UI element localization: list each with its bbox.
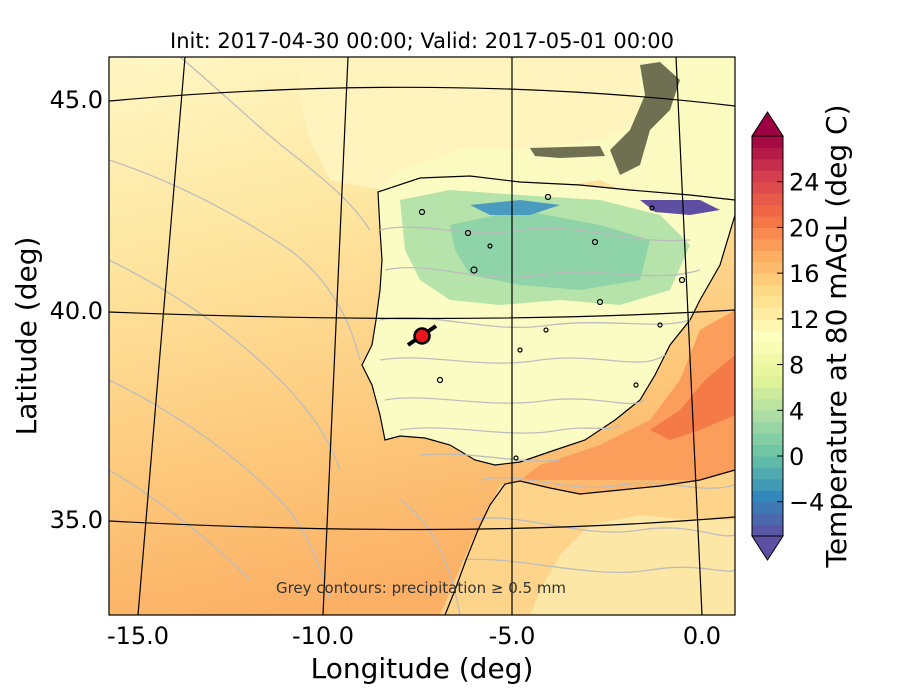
colorbar-label: Temperature at 80 mAGL (deg C) [820,104,853,568]
map-area [109,57,735,615]
colorbar-band [752,456,783,468]
colorbar-band [752,284,783,297]
colorbar-band [752,364,783,377]
pyrenees-cold [640,200,720,215]
colorbar-tick-label: 16 [789,260,820,288]
coast-dots [418,193,686,461]
x-axis-label: Longitude (deg) [311,652,534,685]
colorbar-band [752,181,783,194]
colorbar-tick-label: 12 [789,306,820,334]
colorbar-band [752,147,783,160]
colorbar-tick-label: 4 [789,397,804,425]
colorbar-band [752,273,783,286]
africa-coastline [444,469,735,615]
colorbar-tick-label: 24 [789,169,820,197]
colorbar-band [752,204,783,217]
colorbar-band [752,410,783,423]
colorbar-min-extend [751,535,784,561]
massif-central-terrain [530,146,605,158]
graticule [109,57,735,615]
ytick-label: 45.0 [50,86,103,114]
colorbar-band [752,398,783,411]
cantabrian-cold [470,200,560,215]
map-frame [108,56,736,616]
mediterranean-hot-field [650,355,735,440]
xtick-label: -15.0 [107,622,169,650]
africa-interior [530,515,735,615]
colorbar-band [752,136,783,148]
colorbar: 24 20 16 12 8 4 0 −4 Temperature at 80 mAGL (de… [751,104,853,569]
colorbar-band [752,261,783,274]
colorbar-band [752,444,783,457]
colorbar-band [752,524,783,537]
colorbar-band [752,467,783,480]
colorbar-band [752,238,783,251]
colorbar-band [752,250,783,263]
colorbar-tick-label: 0 [789,443,804,471]
xtick-label: -5.0 [489,622,536,650]
colorbar-tick-label: 20 [789,214,820,242]
y-axis-label: Latitude (deg) [10,237,43,436]
alps-terrain [610,62,680,175]
colorbar-band [752,433,783,446]
colorbar-band [752,296,783,308]
colorbar-band [752,158,783,171]
colorbar-frame [751,135,784,537]
xtick-label: 0.0 [683,622,721,650]
interior-cold-region [450,210,650,290]
colorbar-band [752,216,783,228]
xtick-label: -10.0 [292,622,354,650]
colorbar-band [752,513,783,526]
colorbar-band [752,478,783,491]
colorbar-band [752,193,783,206]
ytick-label: 35.0 [50,506,103,534]
colorbar-max-extend [751,111,784,137]
colorbar-band [752,318,783,331]
colorbar-bands [752,136,783,537]
colorbar-band [752,341,783,354]
colorbar-band [752,490,783,503]
colorbar-tick-label: −4 [789,489,824,517]
colorbar-band [752,330,783,343]
colorbar-band [752,353,783,366]
precip-annotation: Grey contours: precipitation ≥ 0.5 mm [276,579,566,597]
colorbar-band [752,387,783,400]
colorbar-ticks: 24 20 16 12 8 4 0 −4 [777,169,824,517]
colorbar-band [752,307,783,320]
precip-contours [109,57,735,615]
site-marker [406,324,438,347]
colorbar-tick-label: 8 [789,352,804,380]
colorbar-band [752,501,783,514]
figure-title: Init: 2017-04-30 00:00; Valid: 2017-05-0… [170,29,674,53]
colorbar-band [752,227,783,240]
colorbar-band [752,376,783,388]
colorbar-band [752,421,783,434]
mediterranean-warm-field [520,310,735,480]
ytick-label: 40.0 [50,297,103,325]
colorbar-band [752,170,783,183]
